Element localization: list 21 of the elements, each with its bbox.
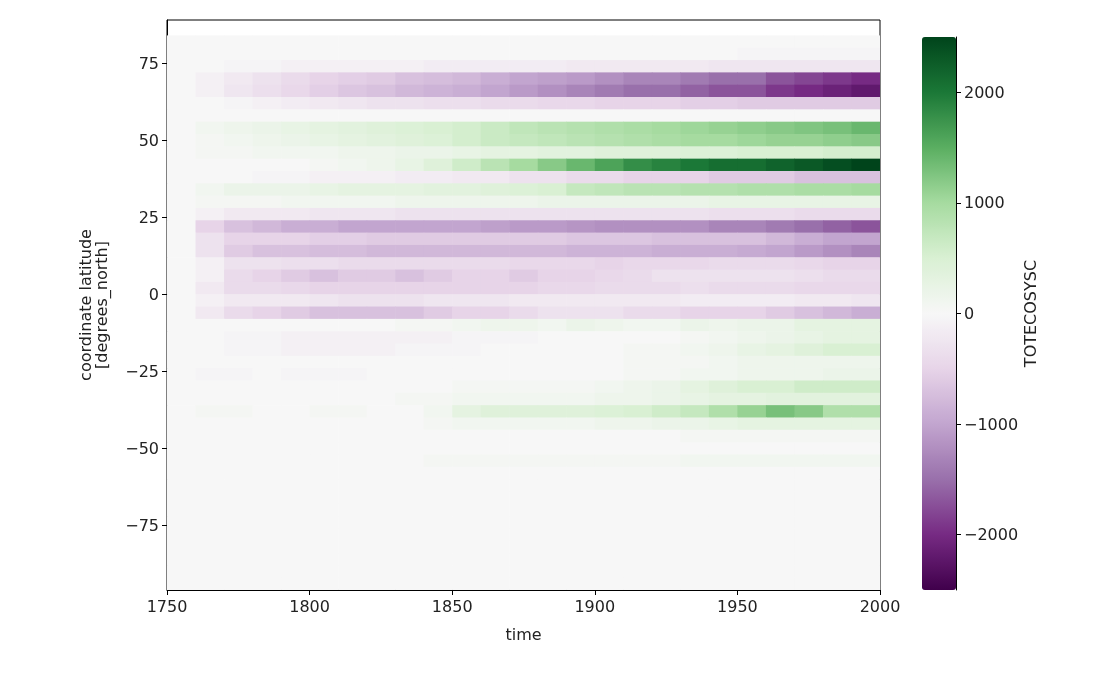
- y-tick-label: 50: [138, 130, 159, 150]
- x-tick-label: 2000: [859, 596, 901, 616]
- color-bar-label: 2000: [964, 82, 1005, 102]
- color-bar-title: TOTECOSYSC: [1020, 259, 1040, 369]
- color-bar-label: 1000: [964, 193, 1005, 213]
- y-tick-label: 0: [148, 284, 159, 304]
- color-bar-label: 0: [964, 304, 975, 323]
- x-tick-label: 1950: [717, 596, 758, 616]
- color-bar-label: −2000: [964, 525, 1019, 545]
- x-tick-label: 1900: [574, 596, 616, 616]
- y-tick-label: 75: [138, 53, 159, 73]
- y-tick-label: −25: [125, 361, 159, 381]
- x-tick-label: 1850: [431, 596, 473, 616]
- x-tick-label: 1750: [146, 596, 188, 616]
- x-tick-label: 1800: [289, 596, 330, 616]
- x-axis-title: time: [505, 624, 542, 644]
- color-bar-label: −1000: [964, 414, 1019, 434]
- y-tick-label: 25: [138, 207, 159, 227]
- y-tick-label: −50: [125, 438, 159, 458]
- y-axis-title: coordinate latitude [degrees_north]: [75, 229, 112, 381]
- y-tick-label: −75: [125, 515, 159, 535]
